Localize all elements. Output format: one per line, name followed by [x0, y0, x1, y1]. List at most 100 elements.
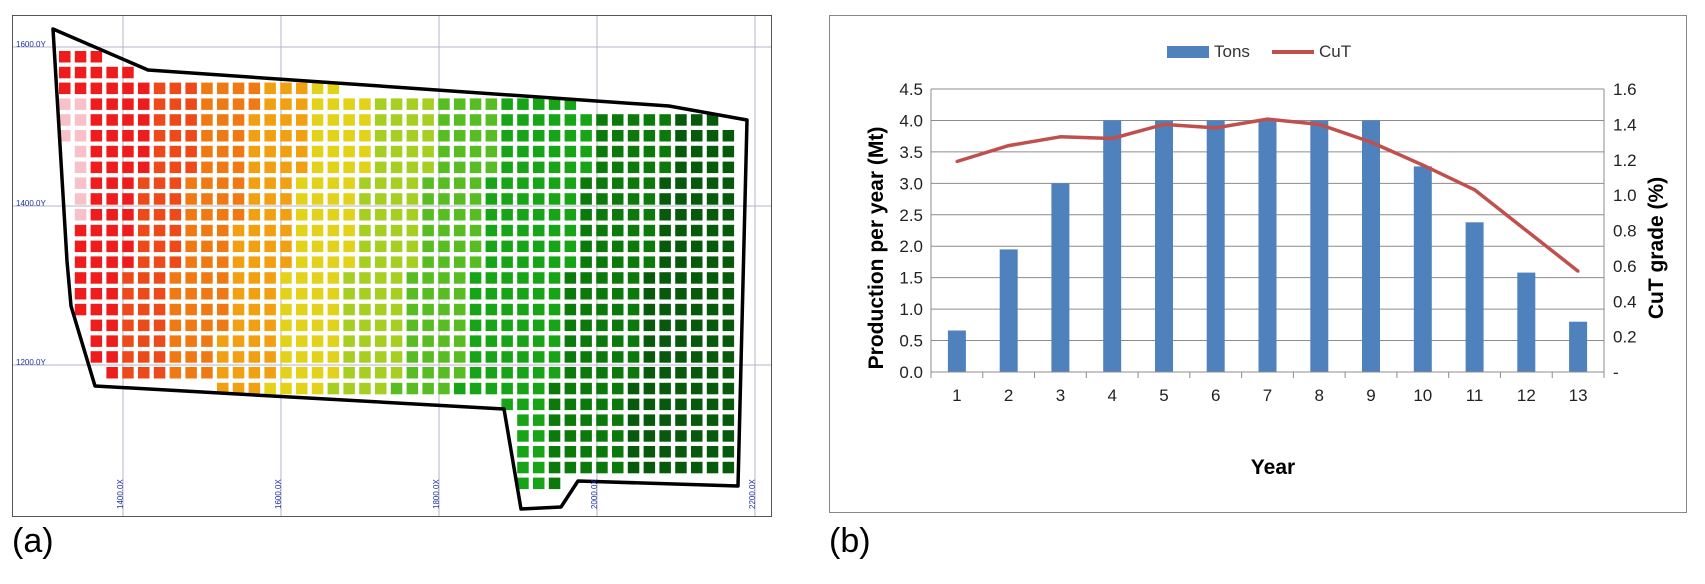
map-block	[122, 177, 134, 189]
map-block	[201, 240, 213, 253]
map-block	[533, 114, 545, 126]
map-block	[217, 382, 229, 395]
bar-year-2	[999, 249, 1018, 372]
map-block	[722, 335, 735, 347]
map-block	[217, 177, 229, 189]
map-block	[454, 98, 466, 110]
y2-tick-label: 1.4	[1613, 115, 1637, 134]
map-block	[59, 51, 71, 63]
map-block	[675, 430, 687, 442]
map-block	[501, 335, 513, 347]
map-block	[564, 414, 577, 426]
map-block	[217, 240, 229, 253]
map-block	[438, 161, 450, 174]
map-block	[138, 177, 150, 189]
map-block	[74, 256, 87, 268]
map-block	[533, 177, 545, 189]
map-block	[517, 461, 529, 474]
map-block	[706, 114, 719, 126]
map-block	[643, 256, 656, 268]
y-axis-title: Production per year (Mt)	[865, 127, 888, 370]
legend-label-tons: Tons	[1214, 42, 1250, 61]
map-block	[201, 114, 213, 126]
map-block	[438, 224, 450, 237]
map-block	[327, 114, 340, 126]
map-block	[280, 256, 292, 268]
map-block	[406, 256, 419, 268]
map-block	[517, 193, 529, 205]
map-block	[627, 177, 640, 189]
map-block	[438, 145, 450, 158]
map-block	[564, 161, 577, 174]
map-block	[706, 461, 719, 474]
map-block	[564, 272, 577, 284]
map-block	[469, 98, 482, 110]
map-block	[643, 319, 656, 332]
map-block	[217, 130, 229, 142]
map-block	[612, 446, 624, 458]
map-block	[74, 240, 87, 253]
bar-year-11	[1465, 222, 1484, 372]
map-block	[185, 209, 197, 221]
map-block	[327, 367, 340, 379]
map-block	[691, 193, 703, 205]
map-block	[106, 130, 118, 142]
map-block	[612, 398, 624, 411]
map-block	[612, 193, 624, 205]
map-block	[311, 256, 324, 268]
map-block	[122, 209, 134, 221]
map-block	[691, 130, 703, 142]
map-block	[533, 224, 545, 237]
map-block	[422, 98, 434, 110]
map-block	[217, 256, 229, 268]
map-block	[122, 130, 134, 142]
map-block	[106, 209, 118, 221]
map-block	[201, 98, 213, 110]
map-block	[548, 240, 561, 253]
y-tick-label: 3.0	[899, 174, 923, 193]
map-block	[627, 145, 640, 158]
map-block	[580, 256, 592, 268]
map-block	[264, 256, 276, 268]
map-block	[627, 319, 640, 332]
bar-year-6	[1206, 120, 1225, 373]
map-block	[517, 272, 529, 284]
map-block	[106, 303, 118, 316]
map-block	[722, 351, 735, 363]
map-block	[469, 224, 482, 237]
map-block	[90, 66, 103, 79]
map-block	[153, 145, 166, 158]
map-block	[659, 224, 671, 237]
y-tick-label: 2.0	[899, 237, 923, 256]
map-block	[627, 224, 640, 237]
map-block	[169, 177, 182, 189]
map-block	[406, 224, 419, 237]
map-block	[564, 98, 577, 110]
cut-line	[955, 117, 1580, 273]
map-block	[438, 335, 450, 347]
map-block	[327, 193, 340, 205]
map-block	[517, 335, 529, 347]
cut-point-year-7	[1266, 117, 1269, 121]
map-block	[264, 240, 276, 253]
map-block	[533, 256, 545, 268]
map-block	[90, 272, 103, 284]
map-block	[232, 145, 245, 158]
map-block	[517, 288, 529, 300]
map-block	[643, 430, 656, 442]
map-block	[343, 240, 355, 253]
map-block	[454, 256, 466, 268]
map-block	[138, 161, 150, 174]
map-block	[74, 145, 87, 158]
map-block	[122, 224, 134, 237]
map-block	[375, 161, 387, 174]
map-block	[90, 288, 103, 300]
cut-point-year-10	[1421, 163, 1425, 167]
map-block	[438, 193, 450, 205]
map-block	[343, 335, 355, 347]
map-block	[390, 193, 403, 205]
map-block	[232, 240, 245, 253]
map-block	[185, 114, 197, 126]
map-block	[454, 382, 466, 395]
map-block	[627, 351, 640, 363]
